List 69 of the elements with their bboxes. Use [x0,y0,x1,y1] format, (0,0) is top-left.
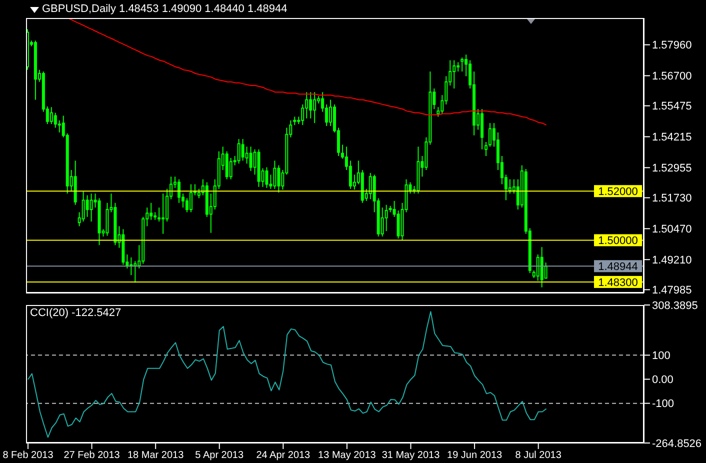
candlestick [189,184,192,213]
candlestick [508,178,512,194]
candlestick [229,157,232,180]
candlestick [106,202,109,236]
ref-line-label: 1.48944 [598,261,638,274]
candlestick [265,166,268,188]
candlestick [368,172,372,200]
x-tick-label: 13 May 2013 [318,450,376,462]
candlestick [158,207,161,222]
candlestick [480,108,484,150]
candlestick [348,160,352,190]
candlestick [484,141,488,156]
ref-line-label: 1.48300 [598,276,638,289]
candlestick [301,104,304,126]
y-tick-label: 0.00 [652,374,674,386]
x-tick-label: 19 Jun 2013 [447,450,503,462]
y-tick-label: 1.51730 [652,192,692,205]
candlestick [86,194,89,218]
candlestick [396,210,400,239]
y-tick-label: 308.3895 [652,300,698,312]
candlestick [309,92,312,119]
candlestick [54,112,57,128]
ref-line-label: 1.50000 [598,235,638,248]
candlestick [162,193,165,234]
candlestick [460,57,464,72]
x-tick-label: 8 Jul 2013 [515,450,562,462]
x-tick-label: 27 Feb 2013 [64,450,120,462]
y-tick-label: 1.47985 [652,284,692,297]
y-tick-label: 1.52955 [652,162,692,175]
x-tick-label: 18 Mar 2013 [128,450,184,462]
candlestick [90,193,93,222]
y-tick-label: 1.50470 [652,224,692,236]
candlestick [313,92,316,124]
candlestick [277,164,280,194]
candlestick [456,62,460,72]
candlestick [488,122,492,148]
x-tick-label: 24 Apr 2013 [256,450,311,462]
candlestick [178,178,181,204]
candlestick [540,246,544,288]
x-tick-label: 8 Feb 2013 [2,450,54,462]
candlestick [50,106,53,125]
candlestick [225,150,228,180]
candlestick [329,99,332,127]
candlestick [245,146,248,164]
line-series [67,18,547,126]
y-tick-label: 1.55475 [652,100,692,113]
candlestick [452,60,456,89]
chart-title: CCI(20) -122.5427 [30,307,122,319]
candlestick [384,204,388,232]
candlestick [237,138,240,164]
candlestick [305,92,308,119]
candlestick [150,202,153,220]
y-tick-label: -264.8526 [652,438,702,450]
y-tick-label: 100 [652,350,670,362]
candlestick [273,160,276,190]
y-tick-label: -100 [652,398,674,410]
y-tick-label: 1.54215 [652,132,692,144]
candlestick [197,188,200,199]
y-tick-label: 1.49210 [652,254,692,267]
y-tick-label: 1.57960 [652,40,692,52]
candlestick [82,191,85,222]
y-tick-label: 1.56700 [652,70,692,83]
candlestick [241,138,244,162]
ref-line-label: 1.52000 [598,186,638,198]
chart-title: GBPUSD,Daily 1.48453 1.49090 1.48440 1.48944 [42,3,288,15]
candlestick [249,146,252,172]
x-tick-label: 31 May 2013 [382,450,440,462]
candlestick [536,254,540,282]
x-tick-label: 5 Apr 2013 [195,450,244,462]
